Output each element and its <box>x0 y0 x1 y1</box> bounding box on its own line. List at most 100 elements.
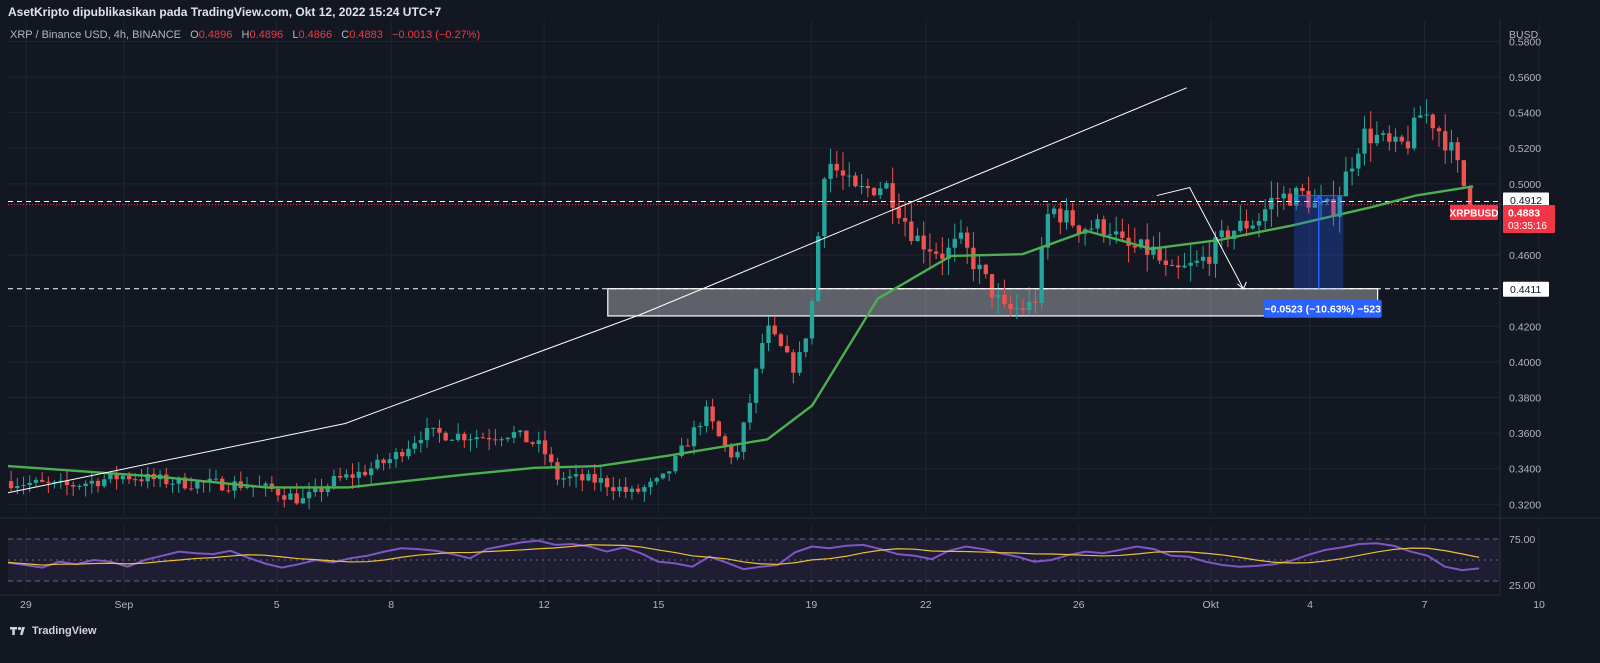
candle-body <box>933 251 939 254</box>
candle-body <box>1002 294 1007 305</box>
candle <box>511 425 517 444</box>
candle-body <box>102 479 107 487</box>
candle <box>772 315 777 337</box>
candle-body <box>1176 265 1181 268</box>
grid-lines <box>0 20 1600 596</box>
candle <box>493 428 498 446</box>
candle <box>319 478 324 502</box>
candle-body <box>1107 234 1113 236</box>
candle <box>840 152 846 190</box>
candle <box>344 469 349 480</box>
high-value: 0.4896 <box>249 29 284 41</box>
candle <box>337 467 343 482</box>
measure-label: −0.0523 (−10.63%) −523 <box>1264 304 1381 316</box>
candle <box>15 477 20 495</box>
candle-body <box>629 488 635 492</box>
candle-body <box>989 274 995 298</box>
candle <box>784 335 790 353</box>
candle <box>1207 240 1212 277</box>
candle <box>884 180 889 190</box>
candle-body <box>524 430 529 443</box>
candle-body <box>1157 246 1162 261</box>
candle-body <box>114 473 119 480</box>
candle <box>660 473 666 480</box>
last-price-tag <box>1503 205 1555 233</box>
candle <box>1318 184 1324 218</box>
candle-body <box>1325 199 1330 202</box>
candle <box>704 400 709 433</box>
candle-body <box>170 483 175 485</box>
candle <box>1368 111 1373 162</box>
candle-body <box>1051 208 1057 215</box>
candle <box>282 486 287 508</box>
candle <box>1182 252 1187 269</box>
candle <box>1045 203 1051 260</box>
candle-body <box>1455 142 1460 161</box>
price-tick: 0.5800 <box>1509 36 1541 48</box>
candle <box>989 273 995 309</box>
candle <box>890 167 895 225</box>
candle <box>958 219 964 245</box>
candle <box>263 481 268 497</box>
candle-body <box>1132 245 1137 248</box>
candle <box>486 428 492 451</box>
symbol-name[interactable]: XRP / Binance USD, 4h, BINANCE <box>10 29 181 41</box>
candle <box>350 463 355 489</box>
candle <box>443 431 448 442</box>
countdown-text: 03:35:16 <box>1508 221 1547 232</box>
candle-body <box>139 479 144 482</box>
candle <box>1374 121 1380 147</box>
candle <box>1101 215 1106 243</box>
candle-body <box>996 294 1001 298</box>
candle-body <box>15 485 20 489</box>
candle <box>1436 125 1442 147</box>
candle <box>474 429 479 448</box>
candle-body <box>1138 239 1144 248</box>
time-tick: 10 <box>1533 599 1545 611</box>
tradingview-logo-icon <box>10 626 25 635</box>
candle <box>27 475 32 493</box>
candle-body <box>952 238 957 248</box>
candle-body <box>226 490 231 492</box>
close-label: C <box>341 29 350 41</box>
candle <box>39 472 45 483</box>
candle <box>1430 113 1435 141</box>
candle <box>878 181 883 199</box>
candle <box>1362 116 1367 166</box>
price-tick: 0.4200 <box>1509 321 1541 333</box>
candle-body <box>486 437 492 440</box>
candle-body <box>685 445 690 447</box>
candle-body <box>207 478 212 483</box>
candle-body <box>1151 246 1156 255</box>
candle-body <box>592 474 597 483</box>
candle-body <box>1231 230 1237 239</box>
candle <box>654 476 659 486</box>
candle <box>1331 180 1336 226</box>
candle-body <box>518 430 523 433</box>
candle-body <box>1443 131 1448 151</box>
candle-body <box>567 476 573 479</box>
candle-body <box>741 422 746 452</box>
candle <box>1387 125 1392 151</box>
candle-body <box>455 433 461 440</box>
candle <box>909 202 914 245</box>
candle-body <box>400 452 405 457</box>
candle <box>1250 220 1255 230</box>
candle <box>561 471 566 488</box>
symbol-legend: XRP / Binance USD, 4h, BINANCE O0.4896 H… <box>10 29 480 41</box>
candle-body <box>542 440 548 455</box>
candle-body <box>393 452 399 460</box>
candle-body <box>784 345 790 353</box>
candle-body <box>387 459 392 464</box>
candle <box>635 484 641 494</box>
candle-body <box>648 481 653 488</box>
candle-body <box>1374 134 1380 144</box>
tradingview-logo[interactable]: TradingView <box>10 625 97 637</box>
candle-body <box>424 428 430 441</box>
candle-body <box>1200 256 1206 261</box>
candle-body <box>530 442 535 444</box>
candle-body <box>890 183 895 208</box>
candle-body <box>21 485 26 487</box>
candle <box>809 298 815 345</box>
